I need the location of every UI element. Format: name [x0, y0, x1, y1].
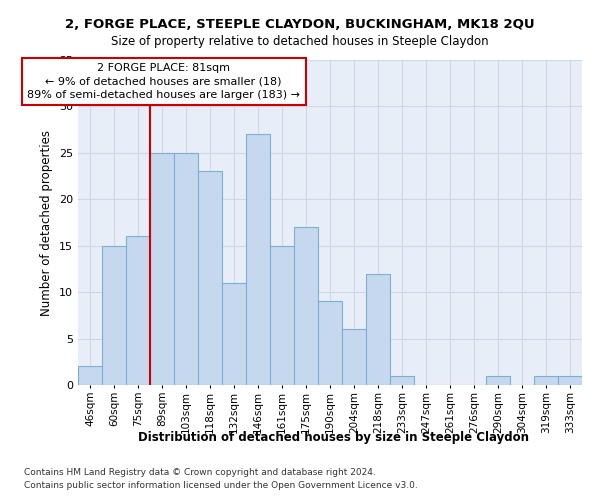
Text: 2, FORGE PLACE, STEEPLE CLAYDON, BUCKINGHAM, MK18 2QU: 2, FORGE PLACE, STEEPLE CLAYDON, BUCKING… [65, 18, 535, 30]
Bar [222, 283, 246, 385]
Text: Size of property relative to detached houses in Steeple Claydon: Size of property relative to detached ho… [111, 35, 489, 48]
Bar [126, 236, 150, 385]
Bar [102, 246, 126, 385]
Bar [246, 134, 270, 385]
Bar [270, 246, 294, 385]
Bar [390, 376, 414, 385]
Text: Contains HM Land Registry data © Crown copyright and database right 2024.: Contains HM Land Registry data © Crown c… [24, 468, 376, 477]
Text: Contains public sector information licensed under the Open Government Licence v3: Contains public sector information licen… [24, 480, 418, 490]
Bar [342, 330, 366, 385]
Bar [198, 172, 222, 385]
Bar [78, 366, 102, 385]
Bar [534, 376, 558, 385]
Bar [558, 376, 582, 385]
Y-axis label: Number of detached properties: Number of detached properties [40, 130, 53, 316]
Bar [174, 153, 198, 385]
Text: Distribution of detached houses by size in Steeple Claydon: Distribution of detached houses by size … [137, 431, 529, 444]
Bar [294, 227, 318, 385]
Text: 2 FORGE PLACE: 81sqm
← 9% of detached houses are smaller (18)
89% of semi-detach: 2 FORGE PLACE: 81sqm ← 9% of detached ho… [27, 63, 300, 100]
Bar [486, 376, 510, 385]
Bar [366, 274, 390, 385]
Bar [150, 153, 174, 385]
Bar [318, 302, 342, 385]
